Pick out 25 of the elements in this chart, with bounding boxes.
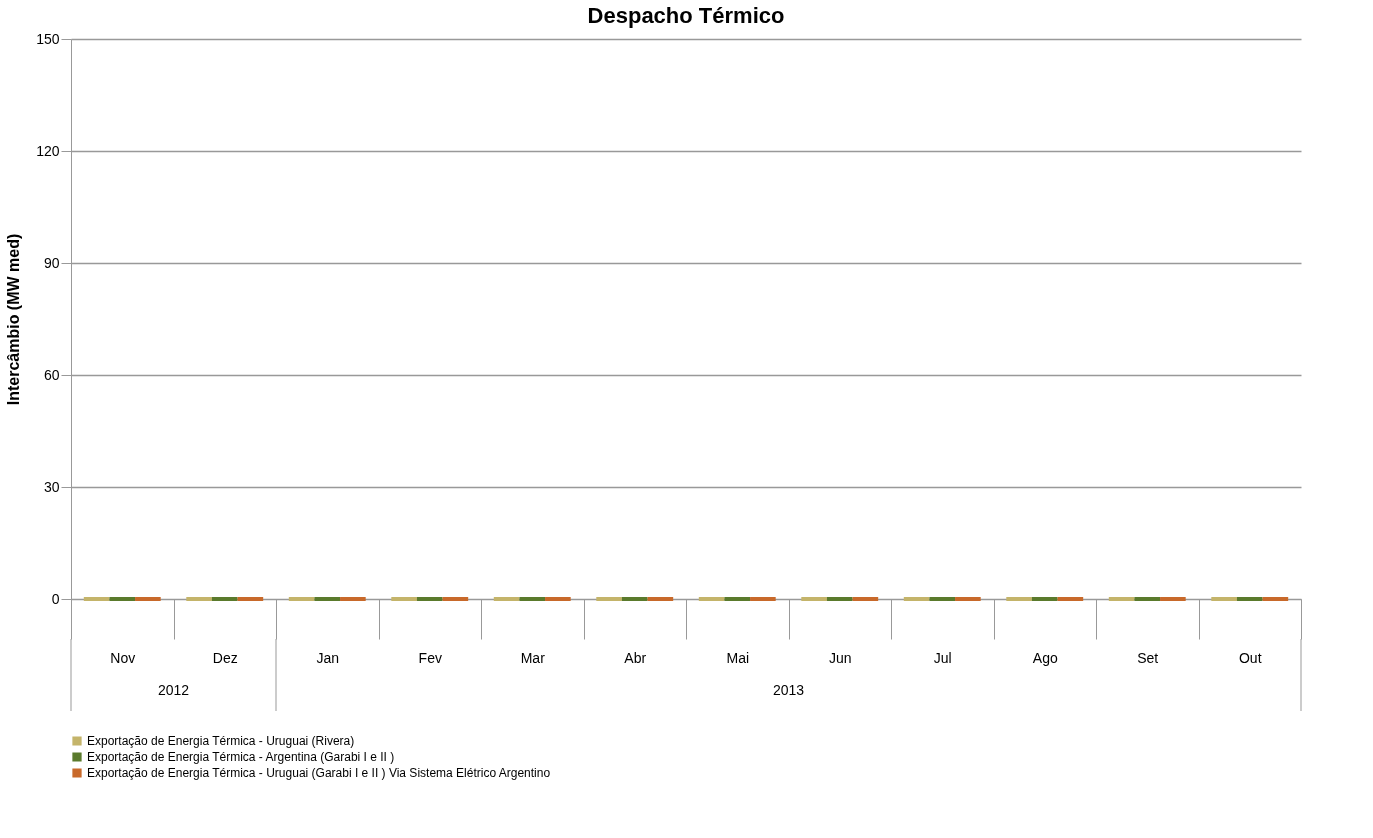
x-tick-label: Out [1238, 649, 1262, 666]
x-tick-label: Mar [520, 649, 546, 666]
y-tick-label: 120 [36, 142, 60, 159]
x-tick-label: Jul [933, 649, 952, 666]
chart-title: Despacho Térmico [587, 3, 785, 28]
text: 2012 [157, 682, 190, 698]
x-tick-label: Nov [110, 649, 136, 666]
x-tick-label: Ago [1032, 649, 1058, 666]
text: 2013 [772, 682, 805, 698]
y-tick-label: 90 [43, 254, 60, 271]
y-tick-label: 60 [43, 366, 60, 383]
y-axis-title: Intercâmbio (MW med) [5, 233, 23, 406]
y-tick-label: 150 [36, 30, 60, 47]
legend-label: Exportação de Energia Térmica - Uruguai (Rivera) [87, 734, 355, 748]
x-tick-label: Fev [418, 649, 442, 666]
x-tick-label: Jan [316, 649, 340, 666]
legend-label: Exportação de Energia Térmica - Uruguai (Garabi I e II ) Via Sistema Elétrico Argentino [87, 766, 551, 780]
x-tick-label: Set [1137, 649, 1159, 666]
legend-label: Exportação de Energia Térmica - Argentina (Garabi I e II ) [87, 750, 395, 764]
y-tick-label: 0 [51, 590, 60, 607]
x-tick-label: Dez [212, 649, 238, 666]
y-tick-label: 30 [43, 478, 60, 495]
x-tick-label: Mai [726, 649, 750, 666]
x-tick-label: Jun [828, 649, 852, 666]
x-tick-label: Abr [624, 649, 647, 666]
